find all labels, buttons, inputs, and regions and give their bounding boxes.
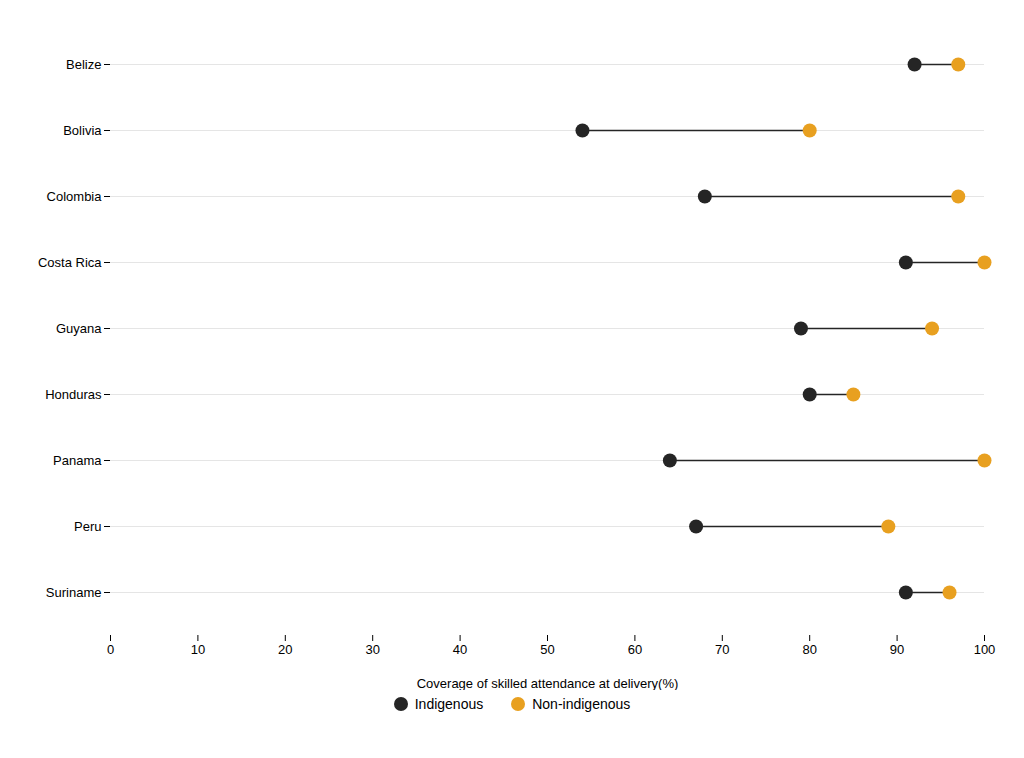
svg-text:90: 90 (890, 642, 904, 657)
svg-text:60: 60 (628, 642, 642, 657)
svg-text:Suriname: Suriname (46, 585, 102, 600)
svg-text:Belize: Belize (66, 57, 101, 72)
svg-text:Colombia: Colombia (47, 189, 103, 204)
svg-text:70: 70 (715, 642, 729, 657)
svg-text:30: 30 (365, 642, 379, 657)
svg-text:40: 40 (453, 642, 467, 657)
svg-text:0: 0 (107, 642, 114, 657)
svg-text:20: 20 (278, 642, 292, 657)
svg-text:Costa Rica: Costa Rica (38, 255, 102, 270)
svg-text:Panama: Panama (53, 453, 102, 468)
svg-text:Guyana: Guyana (56, 321, 102, 336)
svg-text:Peru: Peru (74, 519, 101, 534)
svg-text:50: 50 (540, 642, 554, 657)
html-text:Non-indigenous: Non-indigenous (532, 696, 631, 712)
svg-text:10: 10 (191, 642, 205, 657)
html-text:Indigenous: Indigenous (414, 696, 484, 712)
svg-text:Bolivia: Bolivia (63, 123, 102, 138)
svg-text:80: 80 (802, 642, 816, 657)
svg-text:Honduras: Honduras (45, 387, 102, 402)
svg-text:100: 100 (974, 642, 996, 657)
svg-text:Coverage of skilled attendance: Coverage of skilled attendance at delive… (417, 676, 679, 691)
